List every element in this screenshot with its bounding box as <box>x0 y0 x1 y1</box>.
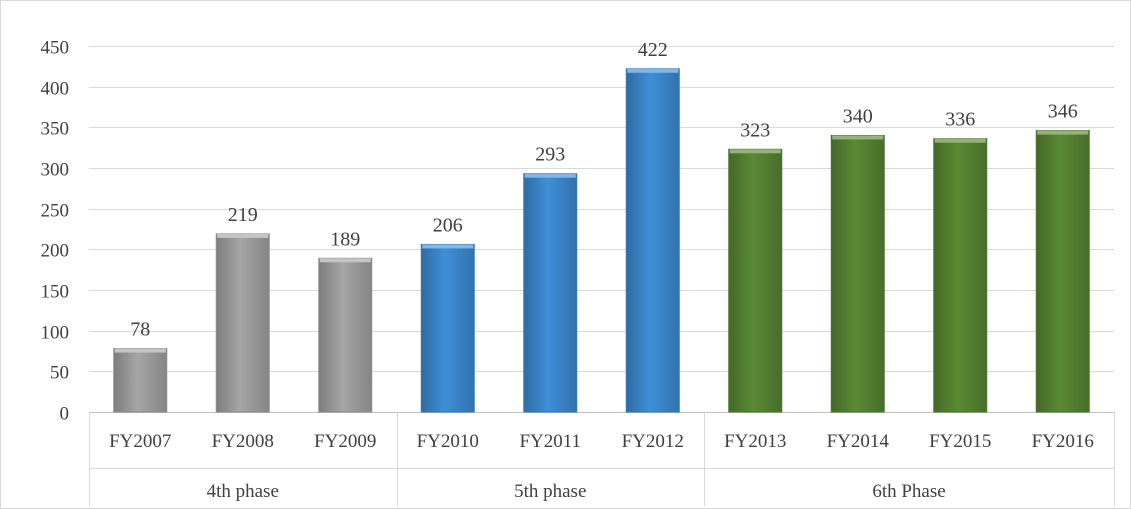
x-tick-label: FY2016 <box>1032 431 1094 452</box>
group-label: 6th Phase <box>872 481 945 502</box>
x-tick-label: FY2013 <box>724 431 786 452</box>
bar-highlight <box>524 173 576 178</box>
bar <box>318 257 373 413</box>
bar-highlight <box>934 138 986 143</box>
bar-highlight <box>627 68 679 73</box>
y-tick-label: 200 <box>41 241 70 262</box>
bar <box>728 148 783 413</box>
x-tick-label: FY2008 <box>212 431 274 452</box>
data-label: 206 <box>433 214 463 236</box>
y-tick-label: 150 <box>41 282 70 303</box>
bar-highlight <box>217 233 269 238</box>
bar-highlight <box>832 135 884 140</box>
data-label: 219 <box>228 204 258 226</box>
bar <box>113 348 168 413</box>
bar <box>625 68 680 413</box>
y-tick-label: 350 <box>41 119 70 140</box>
group-label: 5th phase <box>514 481 586 502</box>
y-tick-label: 50 <box>50 363 69 384</box>
data-label: 323 <box>740 119 770 141</box>
bar <box>215 233 270 413</box>
bar <box>420 243 475 413</box>
bar <box>523 173 578 413</box>
x-tick-label: FY2010 <box>417 431 479 452</box>
bar-highlight <box>422 244 474 249</box>
data-label: 346 <box>1048 101 1078 123</box>
group-label: 4th phase <box>207 481 279 502</box>
y-tick-label: 400 <box>41 79 70 100</box>
y-tick-label: 0 <box>60 404 70 425</box>
data-label: 78 <box>130 319 150 341</box>
bar-highlight <box>1037 130 1089 135</box>
bar <box>933 138 988 413</box>
data-label: 189 <box>330 228 360 250</box>
data-label: 340 <box>843 105 873 127</box>
labels: 0 50 100 150 200 250 300 350 400 450 78 FY2007 219 FY… <box>41 38 1094 503</box>
bar-highlight <box>729 149 781 154</box>
y-tick-label: 300 <box>41 160 70 181</box>
bar <box>1035 130 1090 413</box>
bar <box>830 134 885 413</box>
data-label: 336 <box>945 109 975 131</box>
y-tick-label: 100 <box>41 323 70 344</box>
x-tick-label: FY2014 <box>827 431 890 452</box>
x-tick-label: FY2015 <box>929 431 991 452</box>
x-tick-label: FY2007 <box>109 431 171 452</box>
y-tick-label: 250 <box>41 201 70 222</box>
x-tick-label: FY2012 <box>622 431 684 452</box>
x-tick-label: FY2009 <box>314 431 376 452</box>
bars <box>113 68 1090 413</box>
y-tick-label: 450 <box>41 38 70 59</box>
data-label: 293 <box>535 144 565 166</box>
bar-highlight <box>114 348 166 353</box>
bar-highlight <box>319 258 371 263</box>
x-tick-label: FY2011 <box>519 431 581 452</box>
data-label: 422 <box>638 39 668 61</box>
